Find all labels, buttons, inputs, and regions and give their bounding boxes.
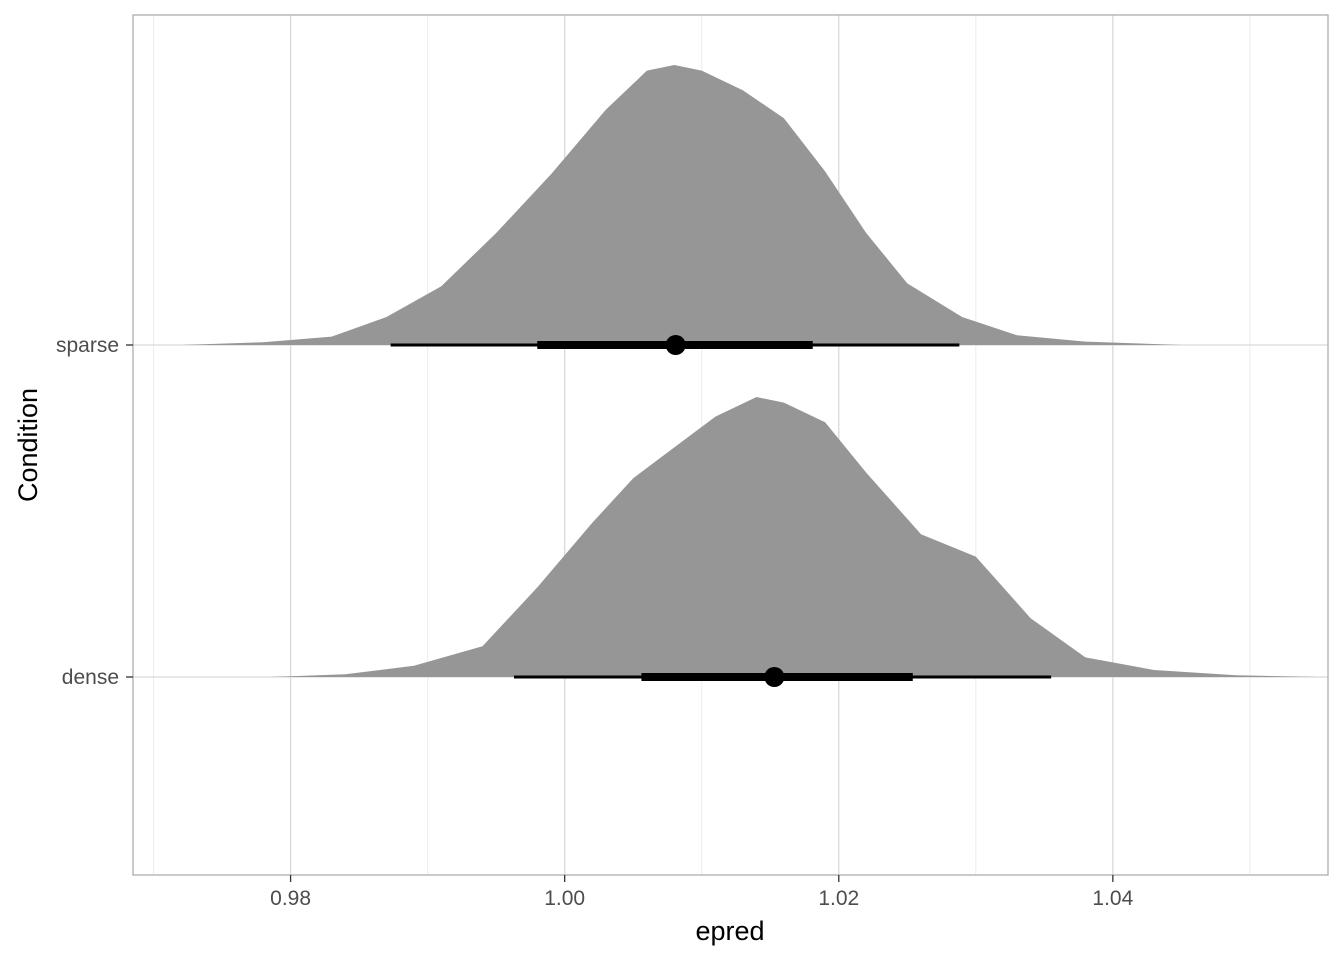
panel-border	[132, 14, 1329, 876]
x-tick-label: 1.00	[544, 887, 585, 910]
x-axis-title: epred	[695, 916, 764, 946]
y-tick-label-dense: dense	[62, 666, 119, 689]
axes: 0.98 1.00 1.02 1.04 dense sparse	[56, 334, 1134, 910]
x-tick-label: 0.98	[270, 887, 311, 910]
y-axis-title: Condition	[13, 388, 43, 502]
x-tick-label: 1.02	[818, 887, 859, 910]
y-tick-label-sparse: sparse	[56, 334, 119, 357]
point-estimate-sparse	[665, 335, 686, 355]
x-tick-label: 1.04	[1092, 887, 1133, 910]
interval-layer	[390, 335, 1052, 687]
point-estimate-dense	[764, 667, 785, 687]
density-dense	[270, 397, 1319, 677]
density-sparse	[181, 65, 1182, 345]
density-layer	[181, 65, 1319, 677]
